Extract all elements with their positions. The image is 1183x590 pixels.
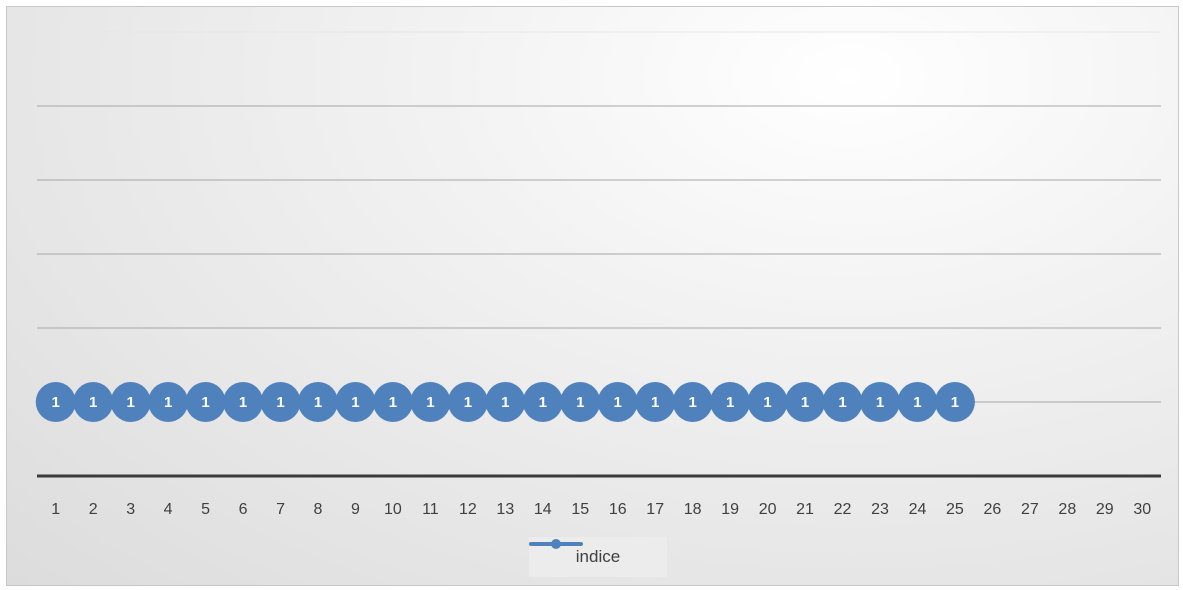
data-point xyxy=(410,382,451,422)
data-label: 1 xyxy=(726,394,734,411)
x-tick-label: 28 xyxy=(1058,501,1076,518)
data-point xyxy=(597,382,638,422)
legend-swatch xyxy=(529,539,583,549)
x-tick-label: 5 xyxy=(201,501,210,518)
x-tick-label: 27 xyxy=(1021,501,1039,518)
x-tick-label: 30 xyxy=(1133,501,1151,518)
data-point xyxy=(148,382,189,422)
data-point xyxy=(485,382,526,422)
x-tick-label: 20 xyxy=(759,501,777,518)
data-label: 1 xyxy=(688,394,696,411)
data-point xyxy=(260,382,301,422)
data-label: 1 xyxy=(426,394,434,411)
data-label: 1 xyxy=(389,394,397,411)
data-label: 1 xyxy=(201,394,209,411)
x-tick-label: 16 xyxy=(609,501,627,518)
data-point xyxy=(522,382,563,422)
data-label: 1 xyxy=(89,394,97,411)
data-point xyxy=(73,382,114,422)
x-tick-label: 24 xyxy=(909,501,927,518)
data-label: 1 xyxy=(838,394,846,411)
x-tick-label: 13 xyxy=(496,501,514,518)
x-tick-label: 3 xyxy=(126,501,135,518)
x-tick-label: 4 xyxy=(164,501,173,518)
data-label: 1 xyxy=(351,394,359,411)
data-point xyxy=(110,382,151,422)
data-label: 1 xyxy=(801,394,809,411)
data-label: 1 xyxy=(763,394,771,411)
x-tick-label: 22 xyxy=(834,501,852,518)
data-label: 1 xyxy=(164,394,172,411)
data-point xyxy=(223,382,264,422)
x-tick-label: 12 xyxy=(459,501,477,518)
data-point xyxy=(860,382,900,422)
chart-area xyxy=(6,6,1179,586)
data-point xyxy=(934,382,975,422)
data-point xyxy=(372,382,413,422)
data-point xyxy=(897,382,938,422)
x-tick-label: 14 xyxy=(534,501,552,518)
data-label: 1 xyxy=(951,394,959,411)
data-point xyxy=(747,382,788,422)
data-label: 1 xyxy=(614,394,622,411)
x-tick-label: 11 xyxy=(422,501,439,518)
x-tick-label: 6 xyxy=(239,501,248,518)
data-label: 1 xyxy=(876,394,884,411)
x-tick-label: 2 xyxy=(89,501,98,518)
x-tick-label: 1 xyxy=(51,501,60,518)
x-tick-label: 15 xyxy=(571,501,589,518)
data-point xyxy=(785,382,826,422)
data-label: 1 xyxy=(539,394,547,411)
x-tick-label: 9 xyxy=(351,501,360,518)
data-point xyxy=(560,382,601,422)
x-tick-label: 29 xyxy=(1096,501,1114,518)
x-tick-label: 17 xyxy=(646,501,664,518)
x-tick-label: 21 xyxy=(796,501,814,518)
data-point xyxy=(447,382,488,422)
x-tick-label: 25 xyxy=(946,501,964,518)
data-point xyxy=(35,382,76,422)
data-point xyxy=(635,382,676,422)
x-tick-label: 8 xyxy=(314,501,323,518)
data-label: 1 xyxy=(651,394,659,411)
data-label: 1 xyxy=(314,394,322,411)
data-point xyxy=(298,382,338,422)
x-tick-label: 18 xyxy=(684,501,702,518)
data-point xyxy=(672,382,713,422)
legend: indice xyxy=(529,537,667,577)
data-point xyxy=(822,382,863,422)
data-label: 1 xyxy=(239,394,247,411)
data-label: 1 xyxy=(52,394,60,411)
data-label: 1 xyxy=(126,394,134,411)
data-point xyxy=(185,382,226,422)
x-tick-label: 26 xyxy=(984,501,1002,518)
x-tick-label: 10 xyxy=(384,501,402,518)
data-label: 1 xyxy=(276,394,284,411)
x-tick-label: 23 xyxy=(871,501,889,518)
data-label: 1 xyxy=(913,394,921,411)
data-label: 1 xyxy=(501,394,509,411)
legend-label: indice xyxy=(575,547,621,566)
data-point xyxy=(710,382,751,422)
x-tick-label: 19 xyxy=(721,501,739,518)
data-label: 1 xyxy=(576,394,584,411)
x-tick-label: 7 xyxy=(276,501,285,518)
data-point xyxy=(335,382,376,422)
data-label: 1 xyxy=(464,394,472,411)
